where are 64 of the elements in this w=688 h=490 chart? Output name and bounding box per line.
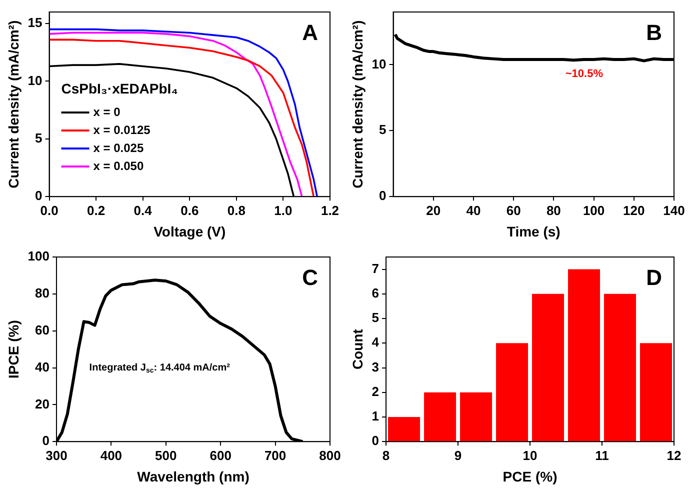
annotation: ~10.5% [565,68,604,80]
y-axis-title: Current density (mA/cm²) [349,20,366,188]
x-tick-label: 0.8 [227,202,246,218]
x-tick-label: 0.4 [134,202,153,218]
x-tick-label: 600 [210,448,232,463]
x-tick-label: 8 [382,448,390,463]
x-tick-label: 120 [623,202,645,218]
legend-label: x = 0.025 [93,140,144,155]
y-tick-label: 100 [28,248,50,264]
y-tick-label: 5 [35,130,42,146]
x-tick-label: 0.6 [180,202,199,218]
legend-label: x = 0 [93,104,121,119]
x-tick-label: 80 [546,202,561,218]
x-tick-label: 300 [46,448,68,463]
y-tick-label: 6 [372,286,380,300]
y-axis-title: IPCE (%) [5,320,22,378]
legend-label: x = 0.050 [93,158,144,173]
x-axis-title: Voltage (V) [154,223,226,240]
legend-title: CsPbI₃·xEDAPbI₄ [61,80,178,96]
x-tick-label: 20 [426,202,441,218]
x-tick-label: 11 [595,448,609,463]
y-tick-label: 80 [35,286,50,300]
x-tick-label: 60 [506,202,521,218]
chart-title: B [646,20,662,46]
x-tick-label: 40 [466,202,481,218]
y-tick-label: 60 [35,322,50,338]
chart-title: C [302,265,318,290]
y-tick-label: 2 [372,384,380,399]
x-tick-label: 500 [155,448,177,463]
y-tick-label: 0 [35,188,42,204]
y-tick-label: 20 [35,396,50,412]
x-tick-label: 10 [522,448,538,463]
x-axis-title: PCE (%) [502,468,558,484]
x-tick-label: 1.2 [320,202,340,218]
y-tick-label: 5 [372,310,380,326]
y-tick-label: 0 [372,433,380,448]
x-tick-label: 1.0 [274,202,292,218]
y-axis-title: Current density (mA/cm²) [5,20,22,188]
y-tick-label: 15 [28,15,42,30]
x-tick-label: 700 [264,448,286,463]
y-tick-label: 4 [372,334,380,350]
chart-title: D [646,265,662,290]
x-axis-title: Wavelength (nm) [137,468,250,484]
chart-title: A [302,20,318,46]
x-axis-title: Time (s) [506,223,560,240]
y-tick-label: 40 [35,359,50,374]
legend-label: x = 0.0125 [93,122,151,137]
y-tick-label: 10 [372,56,386,72]
x-tick-label: 12 [666,448,682,463]
x-tick-label: 800 [319,448,341,463]
y-tick-label: 10 [28,72,42,88]
y-tick-label: 3 [372,359,380,374]
y-tick-label: 5 [379,122,386,138]
y-axis-title: Count [349,328,366,370]
y-tick-label: 1 [372,408,380,424]
x-tick-label: 140 [663,202,685,218]
x-tick-label: 0.2 [87,202,106,218]
y-tick-label: 0 [42,433,50,448]
x-tick-label: 0.0 [40,202,58,218]
y-tick-label: 7 [372,260,380,276]
y-tick-label: 0 [379,188,386,204]
x-tick-label: 100 [582,202,605,218]
x-tick-label: 400 [100,448,122,463]
x-tick-label: 9 [454,448,462,463]
